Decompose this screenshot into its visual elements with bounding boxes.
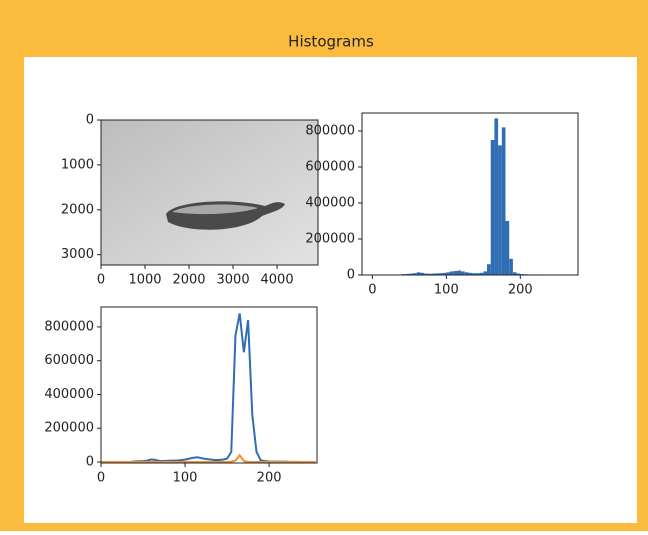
y-tick-label: 800000 xyxy=(44,319,94,334)
bar xyxy=(457,271,461,276)
x-tick-label: 4000 xyxy=(261,273,294,288)
y-tick-label: 0 xyxy=(347,268,355,283)
x-tick-label: 0 xyxy=(97,273,105,288)
y-tick-label: 0 xyxy=(86,113,94,128)
y-tick-label: 600000 xyxy=(305,160,355,175)
y-tick-label: 0 xyxy=(86,454,94,469)
y-tick-label: 200000 xyxy=(305,232,355,247)
y-tick-label: 400000 xyxy=(44,387,94,402)
x-tick-label: 100 xyxy=(434,283,459,298)
x-tick-label: 3000 xyxy=(217,273,250,288)
x-tick-label: 2000 xyxy=(172,273,205,288)
y-tick-label: 2000 xyxy=(61,202,94,217)
bar xyxy=(487,264,491,275)
photo xyxy=(101,120,318,265)
bar xyxy=(494,118,498,275)
bar xyxy=(450,271,454,275)
bar xyxy=(502,127,506,275)
bar xyxy=(491,140,495,275)
window-title: Histograms xyxy=(288,33,374,51)
y-tick-label: 400000 xyxy=(305,196,355,211)
y-tick-label: 3000 xyxy=(61,247,94,262)
bar xyxy=(509,259,513,275)
x-tick-label: 1000 xyxy=(128,273,161,288)
bar xyxy=(506,221,510,275)
bar xyxy=(498,145,502,275)
x-tick-label: 0 xyxy=(97,471,105,486)
y-tick-label: 800000 xyxy=(305,124,355,139)
x-tick-label: 100 xyxy=(173,471,198,486)
y-tick-label: 1000 xyxy=(61,157,94,172)
bar xyxy=(483,271,487,275)
x-tick-label: 200 xyxy=(257,471,282,486)
y-tick-label: 200000 xyxy=(44,421,94,436)
bar xyxy=(461,271,465,275)
photo-background xyxy=(101,120,318,265)
x-tick-label: 200 xyxy=(508,283,533,298)
x-tick-label: 0 xyxy=(368,283,376,298)
bar xyxy=(454,271,458,275)
y-tick-label: 600000 xyxy=(44,353,94,368)
